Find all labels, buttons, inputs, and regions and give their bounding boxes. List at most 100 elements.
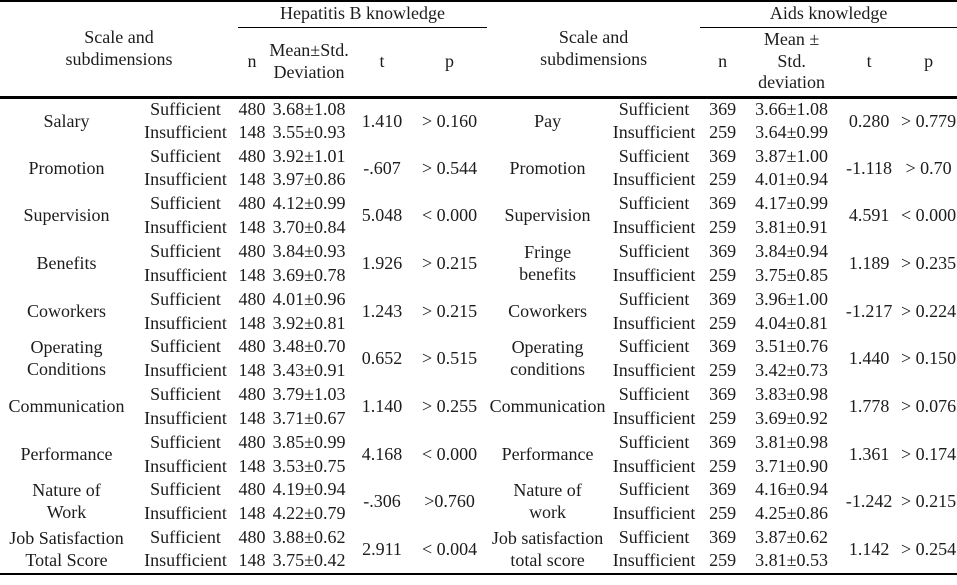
left-mean-value: 3.43±0.91 [272,360,346,381]
table-row: Performance Sufficient 480 3.85±0.99 4.168 < … [0,431,957,464]
right-p-value: > 0.215 [901,491,957,512]
table-body: Salary Sufficient 480 3.68±1.08 1.410 > 0.160… [0,97,957,574]
left-scale-name: Benefits [36,252,97,273]
table-row: Coworkers Sufficient 480 4.01±0.96 1.243 > 0.… [0,288,957,321]
left-t-value: 1.926 [361,252,403,273]
left-sufficiency-label: Insufficient [144,503,227,524]
left-col-p: p [445,50,455,71]
left-t-value: 5.048 [361,205,403,226]
left-scale-name: Job Satisfaction Total Score [9,527,124,570]
right-sufficiency-label: Insufficient [612,217,696,238]
right-col-p: p [924,50,934,71]
left-scale-name: Nature of Work [32,480,101,523]
left-sufficiency-label: Insufficient [144,550,227,571]
right-n-value: 369 [709,145,737,166]
left-n-value: 480 [238,98,266,119]
right-mean-value: 3.96±1.00 [755,288,829,309]
left-t-value: 1.140 [361,395,403,416]
right-t-value: 1.142 [848,538,890,559]
right-sufficiency-label: Insufficient [612,455,696,476]
left-mean-value: 3.84±0.93 [272,241,346,261]
right-n-value: 369 [709,479,737,500]
left-sufficiency-label: Sufficient [150,384,221,405]
right-scale-name: Coworkers [508,300,588,321]
left-group-title: Hepatitis B knowledge [238,1,488,28]
left-scale-name: Promotion [28,157,105,178]
right-mean-value: 3.66±1.08 [755,98,829,119]
right-scale-name: Communication [489,395,606,416]
right-sufficiency-label: Sufficient [618,479,690,500]
left-t-value: -.607 [363,157,401,178]
left-n-value: 148 [238,503,266,524]
table-row: Benefits Sufficient 480 3.84±0.93 1.926 > 0.2… [0,240,957,284]
right-col-t: t [866,50,872,71]
left-mean-value: 4.22±0.79 [272,503,346,524]
right-p-value: < 0.000 [901,205,957,226]
right-t-value: 1.778 [848,395,890,416]
left-p-value: > 0.255 [421,395,478,416]
left-sufficiency-label: Sufficient [150,479,221,500]
table-row: Promotion Sufficient 480 3.92±1.01 -.607 > 0.… [0,145,957,178]
table-row: Operating Conditions Sufficient 480 3.48±0.… [0,335,957,379]
table-row: Insufficient 148 3.92±0.81 Insufficient 259 4… [0,312,957,336]
right-mean-value: 3.81±0.98 [755,431,829,452]
left-scale-header: Scale and subdimensions [65,26,173,69]
right-n-value: 259 [709,407,737,428]
right-scale-name: Pay [534,110,562,131]
right-sufficiency-label: Sufficient [618,193,690,214]
right-mean-value: 4.25±0.86 [755,503,829,524]
table-row: Insufficient 148 3.53±0.75 Insufficient 259 3… [0,455,957,479]
right-col-mean: Mean ± Std. deviation [758,28,826,93]
right-scale-header: Scale and subdimensions [540,26,648,69]
left-sufficiency-label: Sufficient [150,145,221,166]
table-row: Communication Sufficient 480 3.79±1.03 1.140… [0,383,957,416]
right-p-value: > 0.254 [901,538,957,559]
right-scale-name: Performance [501,443,594,464]
left-n-value: 148 [238,312,266,333]
left-sufficiency-label: Sufficient [150,527,221,548]
left-n-value: 148 [238,455,266,476]
left-t-value: 0.652 [361,348,403,369]
right-mean-value: 3.75±0.85 [755,264,829,285]
left-scale-name: Coworkers [27,300,106,321]
right-n-value: 369 [709,384,737,405]
right-n-value: 369 [709,193,737,214]
left-p-value: < 0.004 [421,538,478,559]
left-p-value: < 0.000 [421,443,478,464]
right-col-n: n [718,50,728,71]
left-mean-value: 4.01±0.96 [272,288,346,309]
left-p-value: > 0.215 [421,300,478,321]
right-mean-value: 4.16±0.94 [755,479,829,500]
left-sufficiency-label: Insufficient [144,217,227,238]
left-n-value: 480 [238,241,266,261]
right-p-value: > 0.235 [901,252,957,273]
right-n-value: 259 [709,455,737,476]
left-scale-name: Communication [8,395,125,416]
left-scale-name: Performance [20,443,113,464]
left-n-value: 148 [238,550,266,571]
left-col-t: t [379,50,385,71]
left-n-value: 480 [238,527,266,548]
right-t-value: -1.217 [845,300,893,321]
right-n-value: 259 [709,264,737,285]
right-sufficiency-label: Insufficient [612,264,696,285]
table-row: Insufficient 148 3.71±0.67 Insufficient 259 3… [0,407,957,431]
table-row: Nature of Work Sufficient 480 4.19±0.94 -.30… [0,479,957,522]
table-row: Insufficient 148 3.69±0.78 Insufficient 259 3… [0,264,957,288]
right-n-value: 369 [709,527,737,548]
right-mean-value: 3.87±0.62 [755,527,829,548]
left-mean-value: 3.75±0.42 [272,550,346,571]
right-t-value: -1.242 [845,491,893,512]
table-row: Insufficient 148 3.43±0.91 Insufficient 259 3… [0,359,957,383]
right-n-value: 369 [709,98,737,119]
right-n-value: 259 [709,360,737,381]
right-n-value: 259 [709,503,737,524]
left-n-value: 148 [238,169,266,190]
left-mean-value: 4.12±0.99 [272,193,346,214]
right-group-title: Aids knowledge [700,1,957,28]
right-t-value: 1.440 [848,348,890,369]
left-sufficiency-label: Insufficient [144,455,227,476]
left-t-value: 1.243 [361,300,403,321]
left-mean-value: 3.92±0.81 [272,312,346,333]
left-mean-value: 3.97±0.86 [272,169,346,190]
